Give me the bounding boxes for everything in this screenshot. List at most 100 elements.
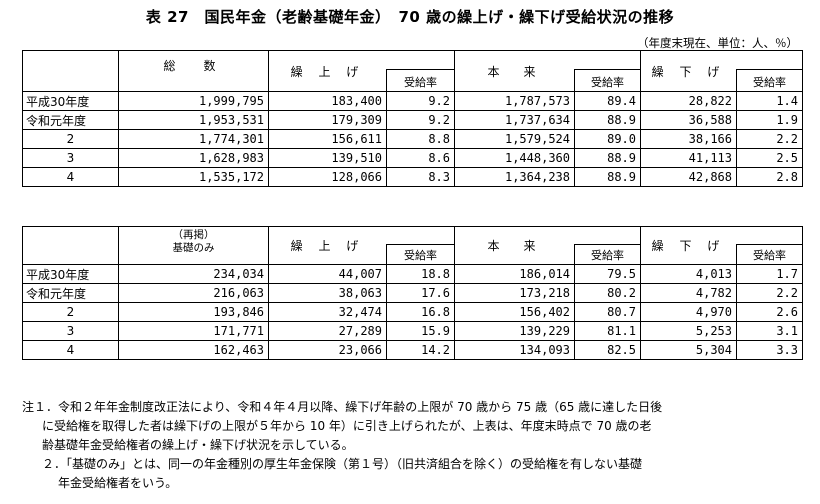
header-kiso-sai: （再掲） <box>172 229 215 241</box>
table-total: 総 数 繰 上 げ 本 来 繰 下 げ 受給率 受給率 受給率 平成30年度 1,… <box>22 49 803 187</box>
row-label: 4 <box>22 340 119 360</box>
cell-kuriage-rate: 9.2 <box>386 91 455 111</box>
note-1-line-2: に受給権を取得した者は繰下げの上限が５年から 10 年）に引き上げられたが、上表… <box>42 419 652 433</box>
cell-honrai: 1,364,238 <box>454 167 575 187</box>
header-rate: 受給率 <box>736 244 803 265</box>
cell-honrai-rate: 89.4 <box>574 91 641 111</box>
cell-honrai: 1,737,634 <box>454 110 575 130</box>
cell-total: 171,771 <box>118 321 269 341</box>
cell-kuriage-rate: 17.6 <box>386 283 455 303</box>
cell-kurisage: 4,013 <box>640 264 737 284</box>
cell-kuriage: 23,066 <box>268 340 387 360</box>
table-row: 2 193,846 32,474 16.8 156,402 80.7 4,970 2.6 <box>22 302 803 322</box>
cell-kuriage-rate: 15.9 <box>386 321 455 341</box>
cell-total: 1,628,983 <box>118 148 269 168</box>
cell-honrai: 1,579,524 <box>454 129 575 149</box>
unit-note: （年度末現在、単位：人、％） <box>637 36 798 50</box>
cell-kuriage: 27,289 <box>268 321 387 341</box>
cell-kuriage: 183,400 <box>268 91 387 111</box>
header-blank <box>22 50 119 92</box>
cell-kurisage-rate: 3.1 <box>736 321 803 341</box>
cell-total: 1,999,795 <box>118 91 269 111</box>
header-kurisage: 繰 下 げ <box>640 50 737 92</box>
table-row: 平成30年度 1,999,795 183,400 9.2 1,787,573 89.4 28… <box>22 91 803 111</box>
header-rate: 受給率 <box>386 69 455 92</box>
header-spacer <box>574 49 641 70</box>
cell-honrai-rate: 89.0 <box>574 129 641 149</box>
header-kuriage: 繰 上 げ <box>268 50 387 92</box>
cell-kurisage-rate: 2.6 <box>736 302 803 322</box>
row-label: 4 <box>22 167 119 187</box>
cell-kurisage-rate: 1.9 <box>736 110 803 130</box>
cell-kuriage: 38,063 <box>268 283 387 303</box>
table-header-row: 総 数 繰 上 げ 本 来 繰 下 げ <box>22 49 803 92</box>
cell-total: 1,953,531 <box>118 110 269 130</box>
cell-kuriage-rate: 18.8 <box>386 264 455 284</box>
cell-honrai-rate: 80.2 <box>574 283 641 303</box>
cell-total: 1,535,172 <box>118 167 269 187</box>
header-honrai: 本 来 <box>454 50 575 92</box>
cell-honrai: 186,014 <box>454 264 575 284</box>
table-kiso-only: （再掲） 基礎のみ 繰 上 げ 本 来 繰 下 げ 受給率 受給率 受給率 平成… <box>22 226 803 360</box>
cell-kuriage-rate: 16.8 <box>386 302 455 322</box>
header-honrai: 本 来 <box>454 226 575 265</box>
cell-kuriage-rate: 9.2 <box>386 110 455 130</box>
header-spacer <box>574 226 641 245</box>
header-rate: 受給率 <box>386 244 455 265</box>
table-row: 4 1,535,172 128,066 8.3 1,364,238 88.9 42,868 2… <box>22 167 803 187</box>
cell-honrai-rate: 82.5 <box>574 340 641 360</box>
cell-kurisage: 4,970 <box>640 302 737 322</box>
header-spacer <box>386 226 455 245</box>
cell-kurisage: 4,782 <box>640 283 737 303</box>
cell-kurisage-rate: 3.3 <box>736 340 803 360</box>
cell-honrai-rate: 81.1 <box>574 321 641 341</box>
cell-kuriage-rate: 14.2 <box>386 340 455 360</box>
table-row: 令和元年度 216,063 38,063 17.6 173,218 80.2 4,782 2.… <box>22 283 803 303</box>
cell-honrai-rate: 88.9 <box>574 148 641 168</box>
table-row: 2 1,774,301 156,611 8.8 1,579,524 89.0 38,166 2… <box>22 129 803 149</box>
cell-kurisage-rate: 2.8 <box>736 167 803 187</box>
table-subheader-row: 受給率 受給率 受給率 <box>23 244 803 265</box>
header-kiso-label: 基礎のみ <box>172 242 215 254</box>
cell-kurisage-rate: 2.5 <box>736 148 803 168</box>
cell-honrai: 1,448,360 <box>454 148 575 168</box>
cell-honrai: 134,093 <box>454 340 575 360</box>
note-1-line-1: 注１．令和２年年金制度改正法により、令和４年４月以降、繰下げ年齢の上限が 70 … <box>22 400 663 414</box>
cell-honrai: 156,402 <box>454 302 575 322</box>
note-2-line-1: ２．「基礎のみ」とは、同一の年金種別の厚生年金保険（第１号）（旧共済組合を除く）… <box>42 457 643 471</box>
header-blank <box>22 226 119 265</box>
cell-kurisage: 41,113 <box>640 148 737 168</box>
header-rate: 受給率 <box>574 244 641 265</box>
cell-kurisage-rate: 1.7 <box>736 264 803 284</box>
cell-kuriage: 32,474 <box>268 302 387 322</box>
header-spacer <box>386 49 455 70</box>
cell-honrai: 1,787,573 <box>454 91 575 111</box>
cell-honrai: 139,229 <box>454 321 575 341</box>
header-kiso-only: （再掲） 基礎のみ <box>118 226 269 265</box>
cell-kurisage-rate: 1.4 <box>736 91 803 111</box>
cell-kurisage: 38,166 <box>640 129 737 149</box>
table-row: 令和元年度 1,953,531 179,309 9.2 1,737,634 88.9 36,… <box>22 110 803 130</box>
row-label: 令和元年度 <box>22 283 119 303</box>
table-row: 3 171,771 27,289 15.9 139,229 81.1 5,253 3.1 <box>22 321 803 341</box>
cell-kuriage-rate: 8.3 <box>386 167 455 187</box>
table-row: 3 1,628,983 139,510 8.6 1,448,360 88.9 41,113 2… <box>22 148 803 168</box>
table-row: 4 162,463 23,066 14.2 134,093 82.5 5,304 3.3 <box>22 340 803 360</box>
cell-kuriage: 139,510 <box>268 148 387 168</box>
cell-honrai-rate: 88.9 <box>574 167 641 187</box>
table-header-row: （再掲） 基礎のみ 繰 上 げ 本 来 繰 下 げ <box>22 226 803 265</box>
cell-total: 234,034 <box>118 264 269 284</box>
cell-total: 1,774,301 <box>118 129 269 149</box>
cell-kuriage-rate: 8.8 <box>386 129 455 149</box>
cell-honrai: 173,218 <box>454 283 575 303</box>
page-title: 表 27 国民年金（老齢基礎年金） 70 歳の繰上げ・繰下げ受給状況の推移 <box>145 8 675 26</box>
row-label: 3 <box>22 321 119 341</box>
cell-kurisage: 28,822 <box>640 91 737 111</box>
cell-total: 216,063 <box>118 283 269 303</box>
cell-kurisage: 5,253 <box>640 321 737 341</box>
cell-kurisage: 5,304 <box>640 340 737 360</box>
cell-kuriage-rate: 8.6 <box>386 148 455 168</box>
header-rate: 受給率 <box>736 69 803 92</box>
cell-kurisage-rate: 2.2 <box>736 283 803 303</box>
table-row: 平成30年度 234,034 44,007 18.8 186,014 79.5 4,013 1… <box>22 264 803 284</box>
